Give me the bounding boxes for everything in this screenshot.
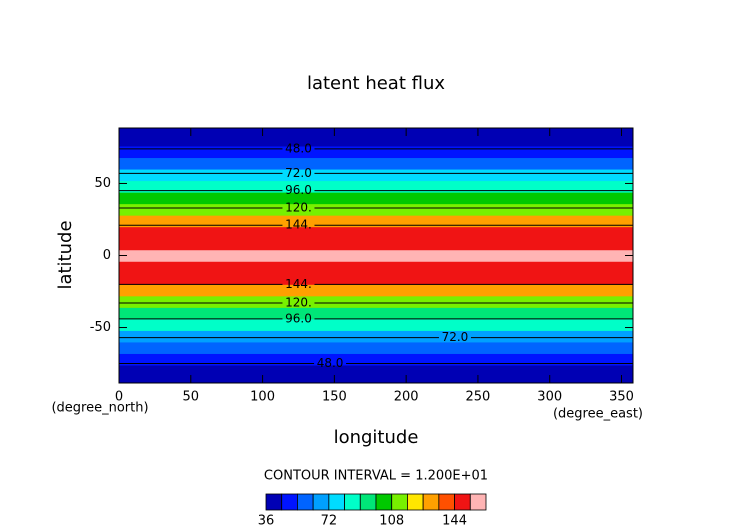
colorbar-box (328, 493, 345, 511)
contour-band (119, 215, 633, 228)
contour-band (119, 318, 633, 331)
contour-band (119, 284, 633, 297)
contour-label: 144. (285, 218, 312, 232)
contour-band (119, 146, 633, 159)
colorbar-box (438, 493, 455, 511)
contour-band (119, 376, 633, 384)
contour-band (119, 226, 633, 239)
contour-band (119, 128, 633, 135)
x-tick-label: 0 (115, 390, 123, 405)
contour-label: 72.0 (285, 166, 312, 180)
x-tick-label: 50 (183, 390, 200, 405)
x-unit: (degree_east) (553, 407, 643, 422)
x-tick-label: 250 (466, 390, 491, 405)
contour-band (119, 238, 633, 251)
colorbar-box (344, 493, 361, 511)
colorbar-box (281, 493, 298, 511)
x-tick-label: 100 (250, 390, 275, 405)
contour-label: 144. (285, 277, 312, 291)
contour-band (119, 192, 633, 205)
contour-band (119, 364, 633, 378)
y-unit: (degree_north) (51, 401, 148, 416)
colorbar-box (469, 493, 487, 511)
contour-band (119, 249, 633, 262)
contour-band (119, 134, 633, 147)
contour-interval: CONTOUR INTERVAL = 1.200E+01 (264, 469, 488, 484)
colorbar-tick-label: 36 (258, 514, 275, 529)
x-tick-label: 350 (609, 390, 634, 405)
colorbar-box (297, 493, 314, 511)
colorbar-box (422, 493, 440, 511)
contour-band (119, 169, 633, 182)
y-tick-label: 0 (103, 248, 111, 263)
x-tick-label: 300 (537, 390, 562, 405)
contour-band (119, 353, 633, 366)
contour-band (119, 341, 633, 354)
contour-band (119, 203, 633, 216)
contour-band (119, 295, 633, 308)
chart-title: latent heat flux (307, 73, 445, 94)
contour-label: 120. (285, 200, 312, 214)
x-tick-label: 150 (322, 390, 347, 405)
colorbar-box (407, 493, 424, 511)
colorbar-box (265, 493, 283, 511)
contour-label: 48.0 (317, 356, 344, 370)
x-axis-label: longitude (334, 427, 419, 448)
contour-label: 120. (285, 296, 312, 310)
contour-label: 96.0 (285, 183, 312, 197)
colorbar-box (312, 493, 330, 511)
colorbar-tick-label: 144 (442, 514, 467, 529)
colorbar-tick-label: 108 (379, 514, 404, 529)
colorbar-box (391, 493, 408, 511)
contour-band (119, 261, 633, 274)
contour-band (119, 180, 633, 193)
contour-label: 48.0 (285, 141, 312, 155)
colorbar-box (375, 493, 393, 511)
contour-band (119, 157, 633, 170)
colorbar-box (454, 493, 471, 511)
contour-band (119, 330, 633, 343)
colorbar-box (359, 493, 377, 511)
y-tick-label: -50 (90, 320, 111, 335)
contour-label: 72.0 (442, 330, 469, 344)
x-tick-label: 200 (394, 390, 419, 405)
contour-band (119, 307, 633, 320)
colorbar-tick-label: 72 (321, 514, 338, 529)
y-tick-label: 50 (94, 176, 111, 191)
contour-label: 96.0 (285, 311, 312, 325)
y-axis-label: latitude (55, 220, 76, 289)
contour-band (119, 272, 633, 285)
